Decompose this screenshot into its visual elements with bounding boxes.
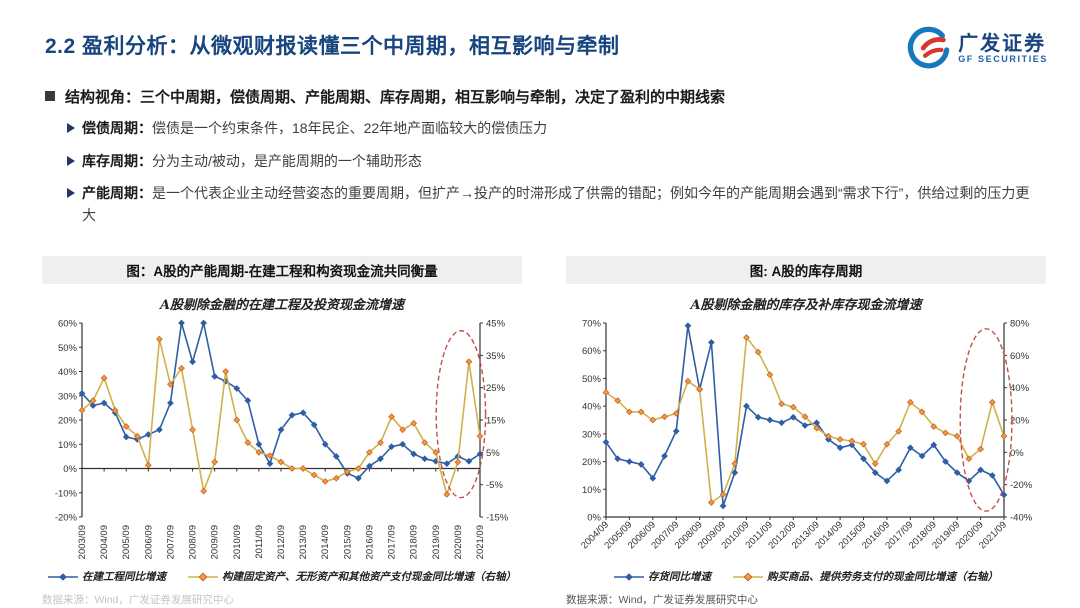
- inventory-chart-title: A股剔除金融的库存及补库存现金流增速: [690, 298, 922, 313]
- svg-text:2012/09: 2012/09: [276, 525, 287, 559]
- capacity-cycle-text: 是一个代表企业主动经营姿态的重要周期，但扩产→投产的时滞形成了供需的错配；例如今…: [82, 185, 1030, 224]
- structure-view-text: 结构视角：三个中周期，偿债周期、产能周期、库存周期，相互影响与牵制，决定了盈利的…: [65, 89, 726, 106]
- legend-item: 构建固定资产、无形资产和其他资产支付现金同比增速（右轴）: [188, 569, 516, 584]
- svg-text:2017/09: 2017/09: [387, 525, 398, 559]
- debt-cycle-text: 偿债是一个约束条件，18年民企、22年地产面临较大的偿债压力: [152, 120, 548, 136]
- data-source-note: 数据来源：Wind，广发证券发展研究中心: [42, 594, 234, 606]
- svg-text:2006/09: 2006/09: [143, 525, 154, 559]
- svg-text:2011/09: 2011/09: [254, 525, 265, 559]
- orange-series-swatch-icon: [733, 571, 763, 582]
- svg-text:0%: 0%: [1010, 448, 1024, 459]
- inventory-cycle-chart: 70% 60% 50% 40% 30% 20% 10% 0% 80% 60% 40% 20% 0% -20…: [579, 319, 1033, 552]
- svg-text:-20%: -20%: [1010, 480, 1033, 491]
- capex-panel-header: 图：A股的产能周期-在建工程和构资现金流共同衡量: [42, 256, 522, 284]
- svg-text:-40%: -40%: [1010, 513, 1033, 524]
- svg-text:40%: 40%: [1010, 383, 1030, 394]
- gf-logo-icon: [908, 26, 950, 69]
- svg-text:2009/09: 2009/09: [210, 525, 221, 559]
- page-title: 2.2 盈利分析：从微观财报读懂三个中周期，相互影响与牵制: [45, 35, 620, 58]
- svg-text:10%: 10%: [58, 440, 78, 451]
- svg-text:-15%: -15%: [486, 513, 509, 524]
- svg-text:2005/09: 2005/09: [121, 525, 132, 559]
- capex-cycle-panel: 图：A股的产能周期-在建工程和构资现金流共同衡量 A股剔除金融的在建工程及投资现…: [42, 256, 522, 607]
- logo-text: 广发证券 GF SECURITIES: [958, 32, 1048, 64]
- svg-text:40%: 40%: [58, 367, 78, 378]
- svg-text:2013/09: 2013/09: [298, 525, 309, 559]
- svg-text:0%: 0%: [587, 513, 601, 524]
- svg-text:40%: 40%: [582, 402, 602, 413]
- svg-text:30%: 30%: [582, 429, 602, 440]
- inventory-cycle-label: 库存周期：: [82, 152, 152, 169]
- capacity-cycle-label: 产能周期：: [82, 185, 152, 202]
- svg-text:20%: 20%: [58, 416, 78, 427]
- legend-item: 存货同比增速: [614, 569, 711, 584]
- svg-text:2007/09: 2007/09: [165, 525, 176, 559]
- logo-text-en: GF SECURITIES: [958, 53, 1048, 64]
- arrow-bullet-icon: [67, 123, 75, 133]
- svg-text:-20%: -20%: [55, 513, 78, 524]
- orange-series-swatch-icon: [188, 571, 218, 582]
- structure-view-bullet: 结构视角：三个中周期，偿债周期、产能周期、库存周期，相互影响与牵制，决定了盈利的…: [45, 86, 1035, 107]
- svg-text:-5%: -5%: [486, 480, 503, 491]
- capex-chart-legend: 在建工程同比增速 构建固定资产、无形资产和其他资产支付现金同比增速（右轴）: [42, 569, 522, 584]
- svg-text:2010/09: 2010/09: [232, 525, 243, 559]
- data-source-note: 数据来源：Wind，广发证券发展研究中心: [566, 594, 758, 606]
- svg-text:2016/09: 2016/09: [364, 525, 375, 559]
- svg-text:2015/09: 2015/09: [342, 525, 353, 559]
- svg-text:2008/09: 2008/09: [188, 525, 199, 559]
- capex-cycle-chart: 60% 50% 40% 30% 20% 10% 0% -10% -20% 45% 35% 25% 15%…: [55, 319, 509, 560]
- svg-text:20%: 20%: [1010, 416, 1030, 427]
- charts-row: 图：A股的产能周期-在建工程和构资现金流共同衡量 A股剔除金融的在建工程及投资现…: [42, 256, 1046, 607]
- svg-text:2003/09: 2003/09: [77, 525, 88, 559]
- svg-text:20%: 20%: [582, 457, 602, 468]
- svg-text:45%: 45%: [486, 319, 506, 330]
- debt-cycle-bullet: 偿债周期：偿债是一个约束条件，18年民企、22年地产面临较大的偿债压力: [67, 118, 1035, 140]
- svg-text:-10%: -10%: [55, 488, 78, 499]
- bullet-list: 结构视角：三个中周期，偿债周期、产能周期、库存周期，相互影响与牵制，决定了盈利的…: [45, 86, 1035, 227]
- svg-text:2021/09: 2021/09: [475, 525, 486, 559]
- svg-text:10%: 10%: [582, 485, 602, 496]
- svg-text:60%: 60%: [1010, 351, 1030, 362]
- legend-item: 购买商品、提供劳务支付的现金同比增速（右轴）: [733, 569, 998, 584]
- legend-item: 在建工程同比增速: [48, 569, 166, 584]
- svg-text:60%: 60%: [582, 346, 602, 357]
- svg-text:35%: 35%: [486, 351, 506, 362]
- legend-label: 购买商品、提供劳务支付的现金同比增速（右轴）: [767, 571, 998, 583]
- svg-text:2020/09: 2020/09: [453, 525, 464, 559]
- svg-text:15%: 15%: [486, 416, 506, 427]
- svg-text:0%: 0%: [63, 464, 77, 475]
- svg-text:50%: 50%: [582, 374, 602, 385]
- inventory-cycle-panel: 图: A股的库存周期 A股剔除金融的库存及补库存现金流增速 70% 60% 50% 4…: [566, 256, 1046, 607]
- inventory-cycle-bullet: 库存周期：分为主动/被动，是产能周期的一个辅助形态: [67, 151, 1035, 173]
- svg-text:2019/09: 2019/09: [431, 525, 442, 559]
- svg-text:50%: 50%: [58, 343, 78, 354]
- capacity-cycle-bullet: 产能周期：是一个代表企业主动经营姿态的重要周期，但扩产→投产的时滞形成了供需的错…: [67, 183, 1035, 226]
- debt-cycle-label: 偿债周期：: [82, 120, 152, 136]
- logo-text-cn: 广发证券: [958, 32, 1047, 55]
- svg-text:5%: 5%: [486, 448, 500, 459]
- gf-securities-logo: 广发证券 GF SECURITIES: [905, 26, 1048, 72]
- svg-text:70%: 70%: [582, 319, 602, 330]
- svg-text:30%: 30%: [58, 391, 78, 402]
- svg-text:60%: 60%: [58, 319, 78, 330]
- svg-text:2018/09: 2018/09: [409, 525, 420, 559]
- svg-text:2014/09: 2014/09: [320, 525, 331, 559]
- capex-chart-title: A股剔除金融的在建工程及投资现金流增速: [159, 298, 405, 313]
- legend-label: 在建工程同比增速: [82, 571, 166, 583]
- legend-label: 构建固定资产、无形资产和其他资产支付现金同比增速（右轴）: [222, 571, 516, 583]
- legend-label: 存货同比增速: [648, 571, 711, 583]
- svg-text:2004/09: 2004/09: [99, 525, 110, 559]
- arrow-bullet-icon: [67, 188, 75, 199]
- blue-series-swatch-icon: [614, 572, 644, 581]
- inventory-panel-header: 图: A股的库存周期: [566, 256, 1046, 284]
- inventory-cycle-text: 分为主动/被动，是产能周期的一个辅助形态: [152, 152, 422, 169]
- svg-text:25%: 25%: [486, 383, 506, 394]
- inventory-chart-legend: 存货同比增速 购买商品、提供劳务支付的现金同比增速（右轴）: [566, 569, 1046, 584]
- svg-text:80%: 80%: [1010, 319, 1030, 330]
- arrow-bullet-icon: [67, 155, 75, 166]
- square-bullet-icon: [45, 91, 55, 101]
- blue-series-swatch-icon: [48, 572, 78, 581]
